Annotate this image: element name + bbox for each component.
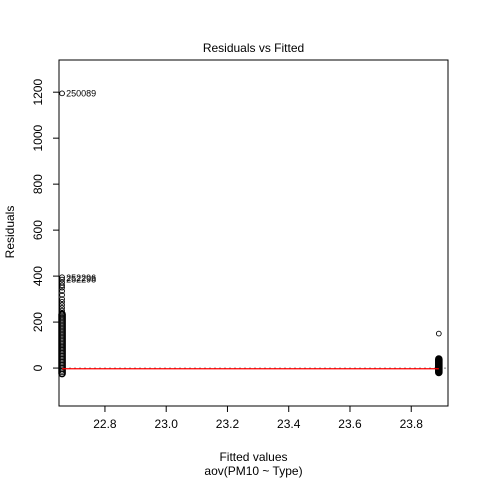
residual-point [435, 356, 442, 362]
residual-point [59, 296, 65, 302]
x-tick-label: 23.6 [338, 417, 362, 431]
residual-point [59, 307, 65, 314]
x-axis-sublabel: aov(PM10 ~ Type) [204, 464, 302, 478]
x-tick-label: 23.2 [216, 417, 240, 431]
residual-point [59, 304, 65, 311]
y-tick-label: 1200 [31, 79, 45, 106]
y-axis-label: Residuals [3, 206, 17, 259]
residual-point [59, 276, 65, 283]
residual-point [59, 299, 65, 305]
y-tick-label: 0 [31, 364, 45, 371]
residual-point [59, 292, 65, 298]
x-tick-label: 22.8 [93, 417, 117, 431]
residual-point [59, 90, 65, 97]
residual-point [59, 279, 65, 286]
y-tick-label: 600 [31, 220, 45, 240]
point-label: 250089 [66, 88, 96, 98]
y-tick-label: 200 [31, 312, 45, 332]
point-label: 252298 [66, 275, 96, 285]
y-tick-label: 800 [31, 174, 45, 194]
residual-point [435, 330, 442, 337]
residual-point [59, 274, 65, 281]
y-tick-label: 400 [31, 266, 45, 286]
plot-frame [58, 59, 449, 407]
residual-point [59, 282, 65, 289]
x-axis-label: Fitted values [219, 450, 287, 464]
y-axis: 0 200 400 600 800 1000 1200 [31, 79, 60, 371]
y-tick-label: 1000 [31, 124, 45, 151]
x-tick-label: 23.0 [155, 417, 179, 431]
chart-title: Residuals vs Fitted [203, 41, 304, 55]
x-tick-label: 23.4 [277, 417, 301, 431]
residual-point [59, 301, 65, 308]
residual-point [59, 288, 65, 294]
point-label: 252296 [66, 273, 96, 283]
x-axis: 22.8 23.0 23.2 23.4 23.6 23.8 [93, 405, 424, 431]
dense-points-group-2 [435, 355, 443, 377]
x-tick-label: 23.8 [400, 417, 424, 431]
